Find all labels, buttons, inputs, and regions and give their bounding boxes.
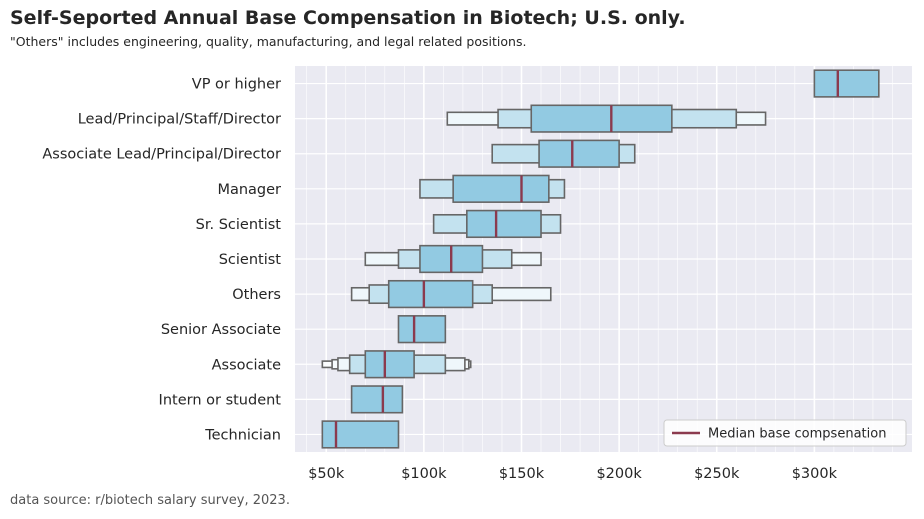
boxen-group-vp-or-higher [813,69,880,98]
boxen-group-scientist [364,244,542,274]
boxen-box-level-1 [466,209,542,239]
y-axis-ticks: VP or higher Lead/Principal/Staff/Directo… [42,77,281,444]
boxen-box-level-1 [350,385,404,414]
legend-frame [663,419,907,447]
y-tick-label: Senior Associate [161,322,281,338]
y-tick-label: Manager [217,182,281,198]
x-tick-label: $150k [499,466,545,482]
boxen-series [321,69,880,449]
boxen-group-associate [321,350,472,379]
x-tick-label: $50k [308,466,345,482]
boxen-group-sr-scientist [432,209,562,239]
y-tick-label: VP or higher [192,77,281,93]
chart-title: Self-Seported Annual Base Compensation i… [10,7,686,29]
x-tick-label: $200k [596,466,642,482]
x-axis-ticks: $50k $100k $150k $200k $250k $300k [308,466,837,482]
boxen-box-level-1 [813,69,880,98]
y-tick-label: Technician [204,427,281,443]
x-tick-label: $250k [694,466,740,482]
boxen-box-level-1 [452,174,550,203]
boxen-group-lead-principal-staff-director [446,104,767,133]
y-tick-label: Sr. Scientist [196,217,282,233]
boxen-group-manager [419,174,566,203]
boxen-box-level-1 [538,139,620,168]
x-tick-label: $100k [401,466,447,482]
y-tick-label: Lead/Principal/Staff/Director [78,112,281,128]
boxen-group-intern-or-student [350,385,404,414]
boxen-box-level-1 [364,350,415,379]
y-tick-label: Scientist [219,252,282,268]
boxen-box-level-1 [530,104,673,133]
chart-subtitle: "Others" includes engineering, quality, … [10,34,527,49]
legend-label: Median base compsenation [708,427,886,442]
boxen-box-level-1 [321,420,400,449]
x-tick-label: $300k [792,466,838,482]
y-tick-label: Associate Lead/Principal/Director [42,147,281,163]
boxen-group-others [350,279,552,309]
y-tick-label: Others [232,287,281,303]
y-tick-label: Intern or student [159,392,282,408]
boxen-group-technician [321,420,400,449]
boxen-group-associate-lead-principal-director [491,139,636,168]
boxen-group-senior-associate [397,315,447,344]
boxen-box-level-1 [397,315,447,344]
boxen-box-level-1 [387,279,474,309]
y-tick-label: Associate [212,357,281,373]
legend: Median base compsenation [663,419,907,447]
data-source-note: data source: r/biotech salary survey, 20… [10,493,290,508]
